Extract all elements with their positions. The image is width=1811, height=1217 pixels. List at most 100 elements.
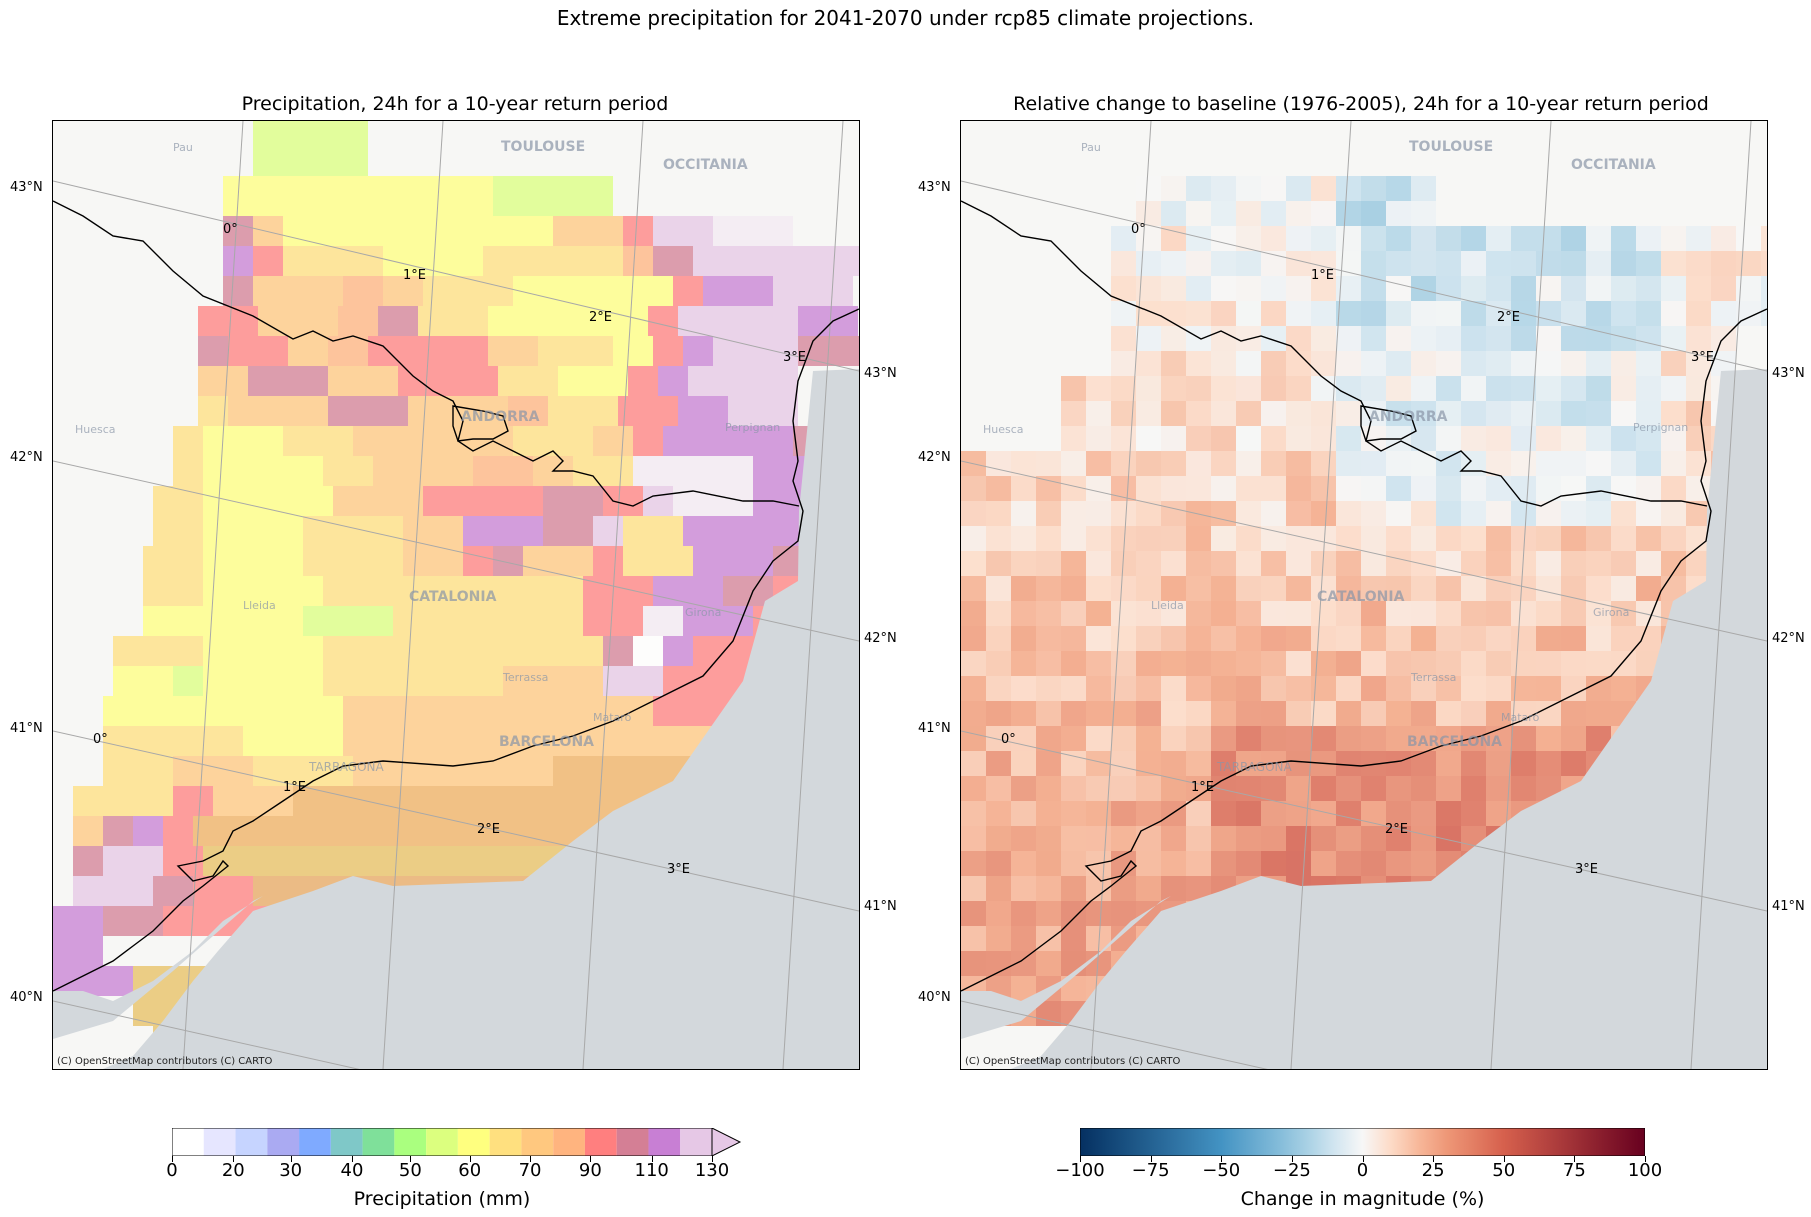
grid-cell — [1586, 226, 1611, 251]
grid-cell — [1111, 826, 1136, 851]
grid-cell — [1286, 426, 1311, 451]
grid-cell — [1261, 526, 1286, 551]
grid-cell — [1311, 851, 1336, 876]
place-label: Pau — [1081, 141, 1101, 154]
grid-cell — [1086, 376, 1111, 401]
grid-cell — [1661, 251, 1686, 276]
grid-cell — [1636, 401, 1661, 426]
precipitation-map[interactable]: 0° 1°E 2°E 3°E 0° 1°E 2°E 3°E TOULOUSE OCCITANIA A… — [52, 120, 860, 1070]
grid-cell — [1511, 376, 1536, 401]
grid-cell — [1261, 176, 1286, 201]
grid-cell — [1261, 726, 1286, 751]
grid-cell — [558, 366, 628, 396]
graticule — [961, 121, 1767, 1069]
grid-cell — [1286, 351, 1311, 376]
lat-label: 42°N — [1772, 631, 1805, 646]
lon-label: 1°E — [403, 268, 426, 283]
place-label: Huesca — [983, 423, 1024, 436]
grid-cell — [1461, 301, 1486, 326]
grid-cell — [1236, 426, 1261, 451]
grid-cell — [1186, 601, 1211, 626]
grid-cell — [103, 726, 243, 756]
grid-cell — [1186, 476, 1211, 501]
grid-cell — [1036, 651, 1061, 676]
grid-cell — [1086, 676, 1111, 701]
grid-cell — [1111, 501, 1136, 526]
grid-cell — [1161, 726, 1186, 751]
grid-cell — [1486, 401, 1511, 426]
lat-label: 42°N — [864, 631, 897, 646]
grid-cell — [1261, 201, 1286, 226]
grid-cell — [1486, 476, 1511, 501]
place-label: Terrassa — [502, 671, 548, 684]
grid-cell — [1086, 401, 1111, 426]
grid-cell — [1261, 851, 1286, 876]
grid-cell — [203, 546, 303, 576]
grid-cell — [1661, 501, 1686, 526]
grid-cell — [1361, 851, 1386, 876]
grid-cell — [663, 426, 793, 456]
grid-cell — [1111, 601, 1136, 626]
grid-cell — [1536, 376, 1561, 401]
grid-cell — [1086, 551, 1111, 576]
colorbar-tick — [1645, 1156, 1646, 1162]
grid-cell — [1136, 201, 1161, 226]
grid-cell — [1561, 626, 1586, 651]
grid-cell — [1061, 901, 1086, 926]
grid-cell — [1286, 501, 1311, 526]
graticule-line — [182, 121, 244, 1069]
grid-cell — [398, 366, 498, 396]
grid-cell — [1136, 651, 1161, 676]
grid-cell — [1161, 276, 1186, 301]
grid-cell — [1686, 301, 1711, 326]
grid-cell — [1461, 776, 1486, 801]
grid-cell — [961, 701, 986, 726]
relative-change-map[interactable]: 0° 1°E 2°E 3°E 0° 1°E 2°E 3°E TOULOUSE OCCITANIA A… — [960, 120, 1768, 1070]
grid-cell — [1311, 326, 1336, 351]
grid-cell — [1436, 351, 1461, 376]
place-label: BARCELONA — [1407, 734, 1502, 750]
grid-cell — [143, 546, 203, 576]
grid-cell — [1261, 826, 1286, 851]
grid-cell — [986, 801, 1011, 826]
grid-cell — [1136, 451, 1161, 476]
colorbar-tick — [1362, 1156, 1364, 1162]
grid-cell — [1536, 726, 1561, 751]
grid-cell — [1186, 451, 1211, 476]
grid-cell — [1186, 201, 1211, 226]
grid-cell — [1286, 626, 1311, 651]
colorbar-tick-label: 0 — [1356, 1160, 1369, 1181]
grid-cell — [1661, 301, 1686, 326]
grid-cell — [1136, 476, 1161, 501]
grid-cell — [113, 636, 203, 666]
grid-cell — [1361, 326, 1386, 351]
grid-cell — [1386, 276, 1411, 301]
grid-cell — [1711, 226, 1736, 251]
grid-cell — [1111, 701, 1136, 726]
grid-cell — [1411, 826, 1436, 851]
grid-cell — [1161, 451, 1186, 476]
grid-cell — [1111, 326, 1136, 351]
grid-cell — [1086, 501, 1111, 526]
grid-cell — [1086, 426, 1111, 451]
grid-cell — [1711, 276, 1736, 301]
grid-cell — [1411, 551, 1436, 576]
grid-cell — [986, 576, 1011, 601]
grid-cell — [693, 246, 813, 276]
grid-cell — [1611, 426, 1636, 451]
grid-cell — [1611, 376, 1636, 401]
grid-cell — [1411, 526, 1436, 551]
grid-cell — [1386, 751, 1411, 776]
grid-cell — [1011, 576, 1036, 601]
grid-cell — [1111, 451, 1136, 476]
grid-cell — [1511, 501, 1536, 526]
grid-cell — [1011, 526, 1036, 551]
grid-cell — [1111, 751, 1136, 776]
grid-cell — [1661, 376, 1686, 401]
coastline — [961, 308, 1767, 992]
grid-cell — [961, 476, 986, 501]
grid-cell — [1061, 601, 1086, 626]
colorbar-tick — [1433, 1156, 1435, 1162]
grid-cell — [1186, 176, 1211, 201]
place-label: Terrassa — [1410, 671, 1456, 684]
